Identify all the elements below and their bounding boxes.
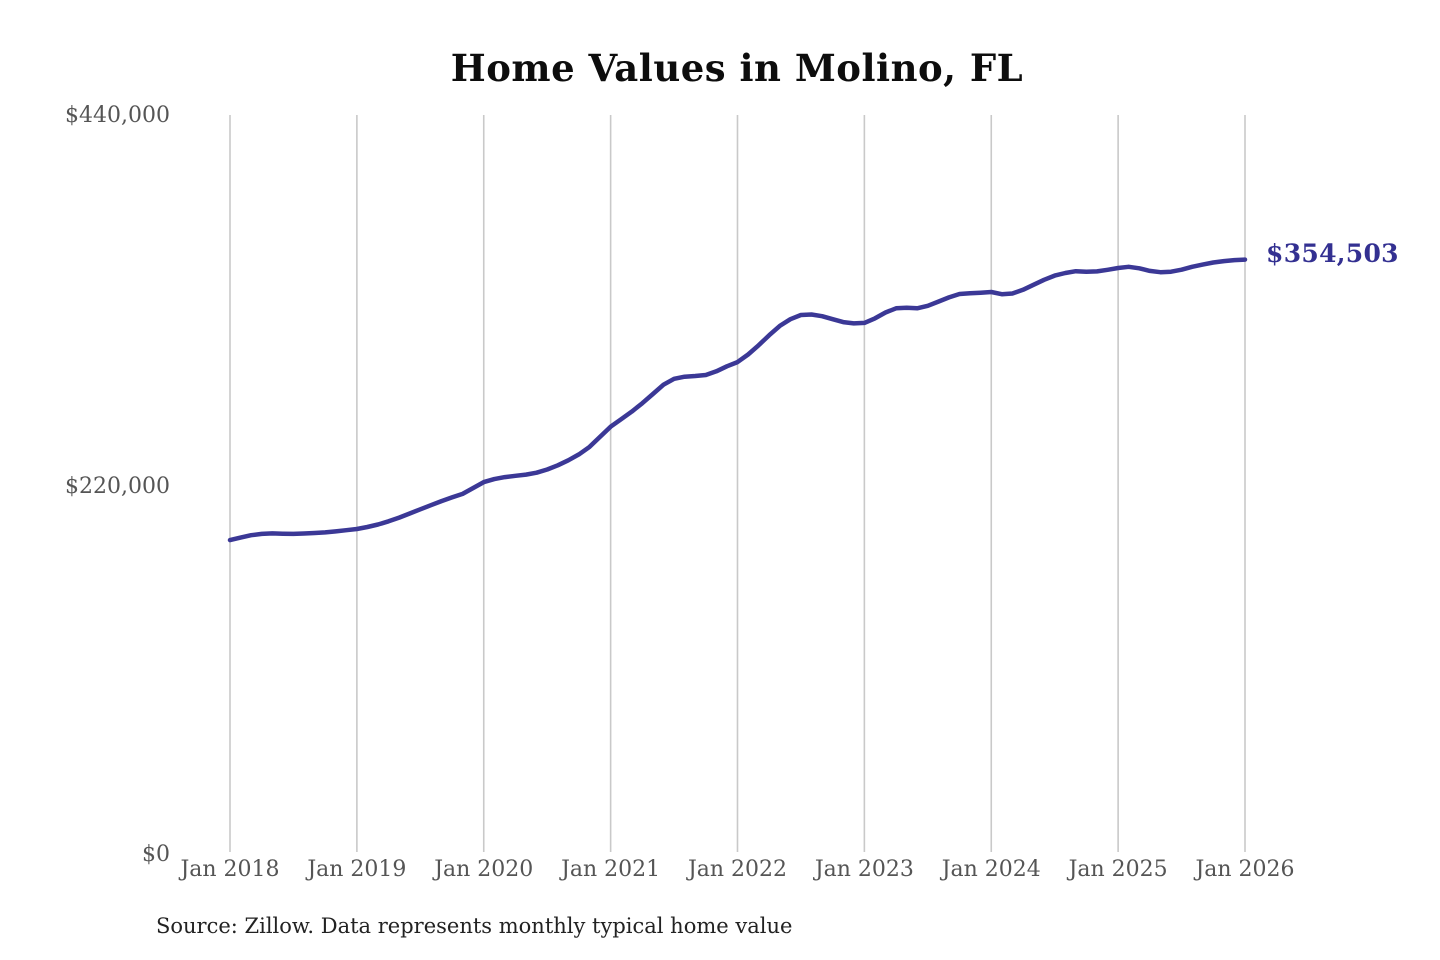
y-axis-label-zero: $0 — [142, 842, 170, 867]
y-axis-label-220k: $220,000 — [65, 474, 170, 499]
chart-title: Home Values in Molino, FL — [450, 46, 1024, 90]
y-axis-label-440k: $440,000 — [65, 103, 170, 128]
gridlines — [229, 115, 1246, 852]
source-note: Source: Zillow. Data represents monthly … — [156, 914, 793, 938]
home-value-line — [227, 257, 1248, 543]
latest-value-label: $354,503 — [1266, 239, 1399, 268]
